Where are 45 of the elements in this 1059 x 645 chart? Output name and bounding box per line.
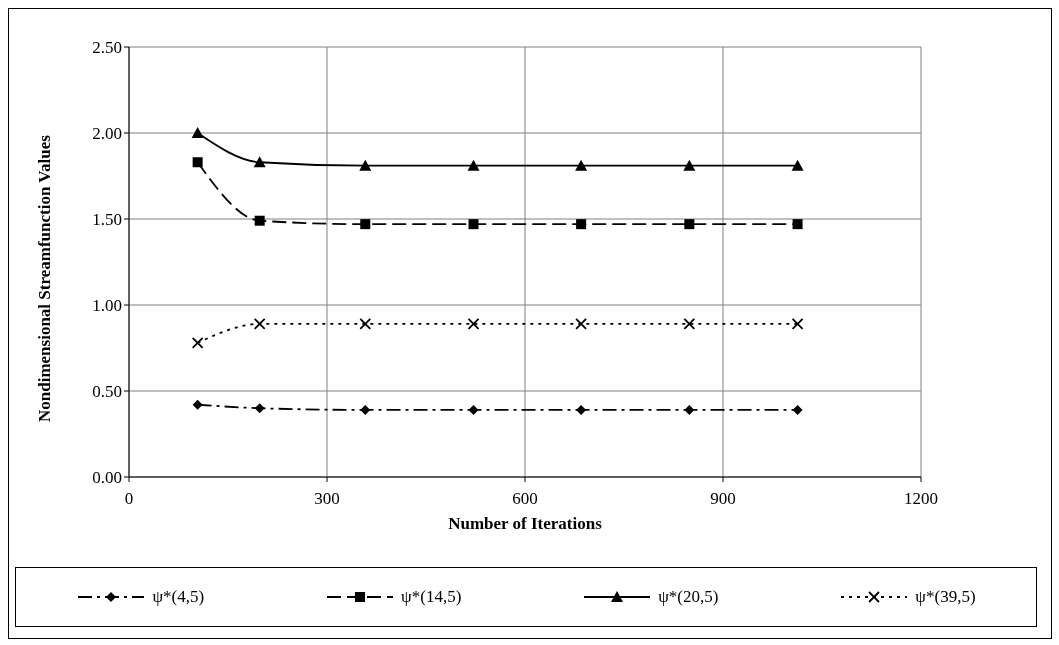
legend-label: ψ*(20,5)	[658, 587, 719, 607]
point	[792, 219, 803, 230]
y-axis-title: Nondimensional Streamfunction Values	[35, 134, 55, 422]
point	[192, 157, 203, 168]
point	[468, 404, 479, 415]
legend-label: ψ*(39,5)	[915, 587, 976, 607]
point	[683, 318, 696, 330]
point	[575, 159, 588, 171]
x-tick-label: 1200	[904, 489, 938, 509]
y-tick-label: 0.00	[92, 468, 122, 488]
y-tick-label: 2.50	[92, 38, 122, 58]
point	[792, 404, 803, 415]
point	[467, 318, 480, 330]
x-axis-title: Number of Iterations	[448, 514, 603, 533]
y-tick-label: 2.00	[92, 124, 122, 144]
point	[253, 156, 266, 168]
x-tick-label: 900	[710, 489, 736, 509]
point	[576, 219, 587, 230]
y-tick-label: 1.00	[92, 296, 122, 316]
y-tick-label: 1.50	[92, 210, 122, 230]
point	[360, 404, 371, 415]
x-tick-label: 300	[314, 489, 340, 509]
legend-label: ψ*(14,5)	[401, 587, 462, 607]
point	[191, 127, 204, 138]
x-tick-label: 0	[124, 489, 134, 509]
legend-label: ψ*(4,5)	[152, 587, 205, 607]
point	[575, 318, 587, 330]
y-tick-label: 0.50	[92, 382, 122, 402]
point	[684, 219, 695, 230]
point	[468, 219, 479, 230]
point	[254, 215, 265, 226]
x-tick-label: 600	[512, 489, 538, 509]
point	[791, 159, 804, 171]
point	[359, 159, 372, 171]
point	[683, 159, 696, 171]
point	[791, 318, 804, 330]
point	[684, 404, 695, 415]
point	[576, 404, 587, 415]
point	[359, 318, 372, 330]
point	[253, 318, 266, 330]
point	[192, 399, 203, 410]
point	[191, 336, 204, 349]
point	[467, 159, 480, 171]
point	[254, 403, 265, 414]
point	[360, 219, 371, 230]
